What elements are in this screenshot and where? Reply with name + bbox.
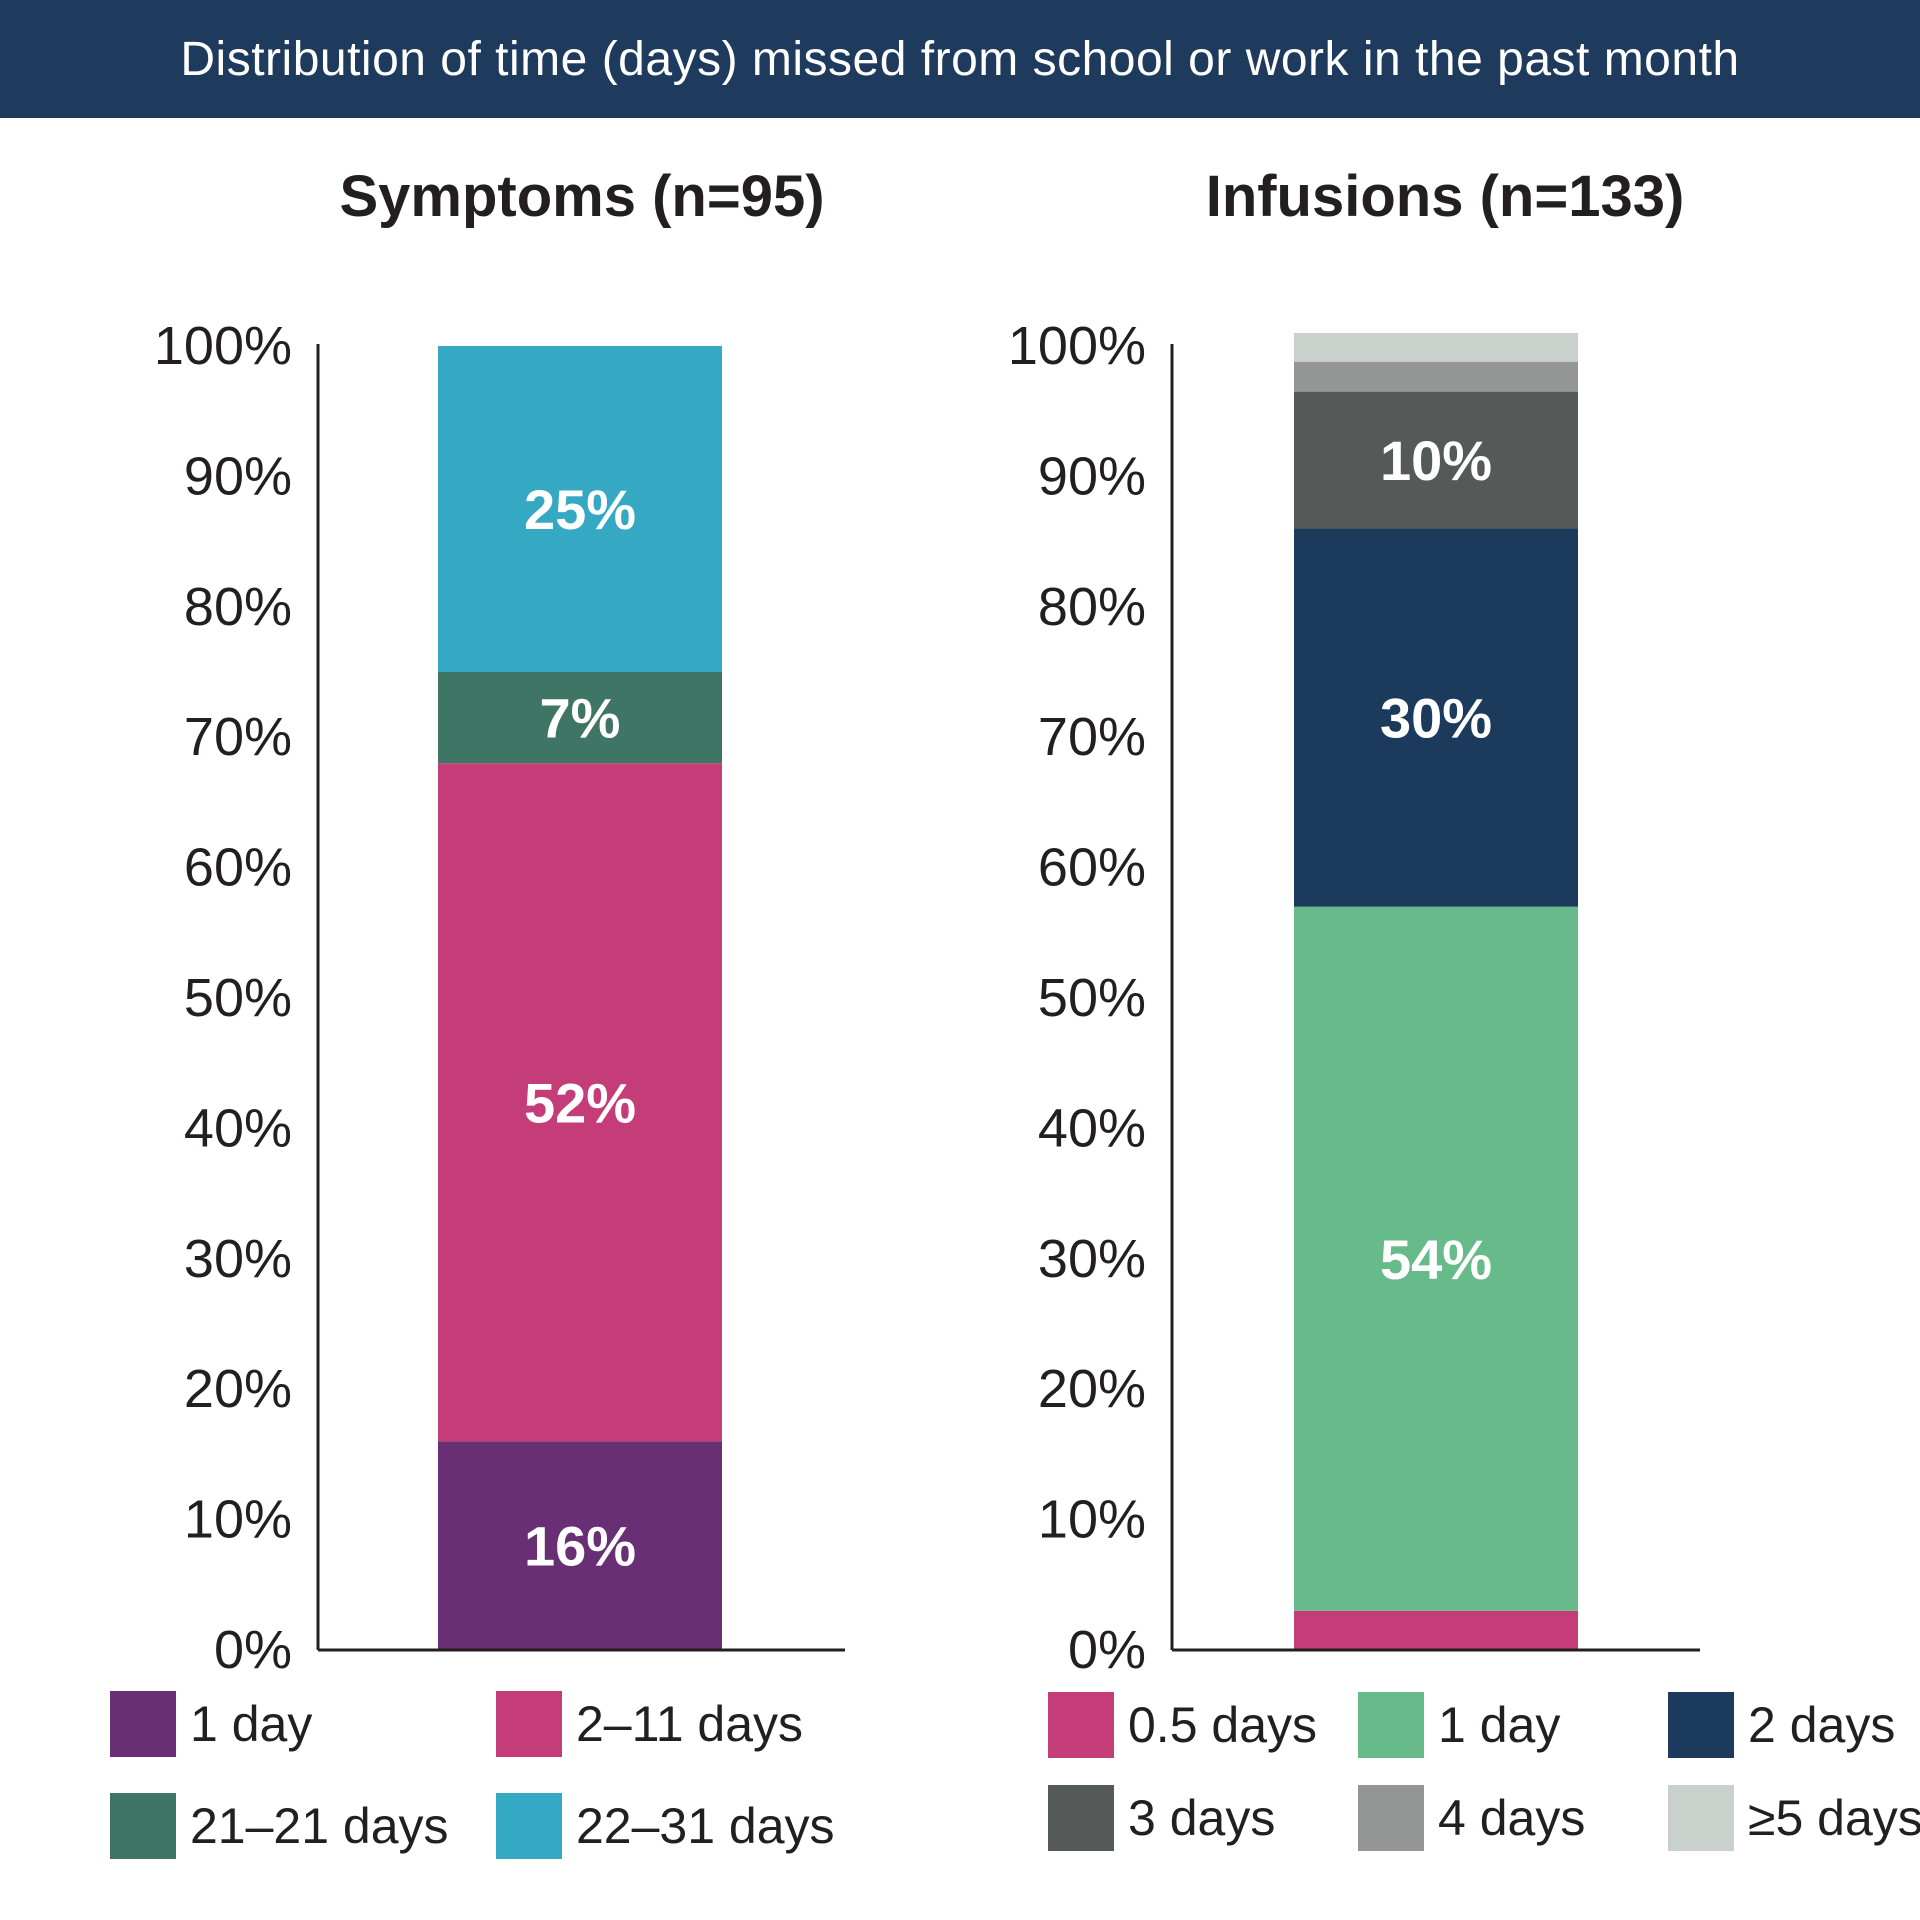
legend-swatch <box>1358 1785 1424 1851</box>
data-label: 54% <box>1380 1228 1492 1291</box>
y-tick-label: 30% <box>1038 1229 1146 1289</box>
bar-segment <box>438 346 722 672</box>
y-tick-label: 0% <box>1068 1620 1146 1680</box>
y-tick-label: 20% <box>184 1359 292 1419</box>
bar-segment <box>1294 1610 1578 1650</box>
y-tick-label: 100% <box>154 316 292 376</box>
y-tick-label: 0% <box>214 1620 292 1680</box>
bar-segment <box>438 763 722 1442</box>
legend-swatch <box>496 1691 562 1757</box>
bar-segment <box>1294 391 1578 529</box>
y-tick-label: 80% <box>1038 577 1146 637</box>
data-label: 10% <box>1380 429 1492 492</box>
legend-swatch <box>110 1793 176 1859</box>
legend-label: 0.5 days <box>1128 1697 1317 1753</box>
bar-segment <box>1294 906 1578 1611</box>
legend-swatch <box>1048 1692 1114 1758</box>
chart-header: Distribution of time (days) missed from … <box>0 0 1920 118</box>
data-label: 16% <box>524 1515 636 1578</box>
legend-swatch <box>1668 1785 1734 1851</box>
legend-swatch <box>110 1691 176 1757</box>
y-tick-label: 50% <box>184 968 292 1028</box>
y-tick-label: 70% <box>184 707 292 767</box>
legend-label: 3 days <box>1128 1790 1275 1846</box>
bar-segment <box>1294 361 1578 392</box>
legend-label: ≥5 days <box>1748 1790 1920 1846</box>
legend-swatch <box>1048 1785 1114 1851</box>
y-tick-label: 40% <box>184 1098 292 1158</box>
bar-segment <box>438 672 722 764</box>
y-tick-label: 90% <box>184 446 292 506</box>
legend-label: 2–11 days <box>576 1696 803 1752</box>
y-tick-label: 60% <box>184 838 292 898</box>
legend-swatch <box>496 1793 562 1859</box>
legend-label: 21–21 days <box>190 1798 449 1854</box>
y-tick-label: 60% <box>1038 838 1146 898</box>
legend-swatch <box>1358 1692 1424 1758</box>
legend-label: 1 day <box>1438 1697 1560 1753</box>
y-tick-label: 90% <box>1038 446 1146 506</box>
y-tick-label: 20% <box>1038 1359 1146 1419</box>
y-tick-label: 30% <box>184 1229 292 1289</box>
bar-segment <box>1294 528 1578 907</box>
chart-main-title: Distribution of time (days) missed from … <box>180 32 1740 86</box>
data-label: 30% <box>1380 687 1492 750</box>
y-tick-label: 50% <box>1038 968 1146 1028</box>
legend-label: 22–31 days <box>576 1798 835 1854</box>
data-label: 25% <box>524 478 636 541</box>
legend-label: 4 days <box>1438 1790 1585 1846</box>
y-tick-label: 10% <box>184 1490 292 1550</box>
data-label: 52% <box>524 1071 636 1134</box>
legend-label: 2 days <box>1748 1697 1895 1753</box>
y-tick-label: 10% <box>1038 1490 1146 1550</box>
legend-label: 1 day <box>190 1696 312 1752</box>
y-tick-label: 40% <box>1038 1098 1146 1158</box>
bar-segment <box>438 1441 722 1650</box>
y-tick-label: 100% <box>1008 316 1146 376</box>
y-tick-label: 80% <box>184 577 292 637</box>
data-label: 7% <box>540 687 621 750</box>
bar-segment <box>1294 332 1578 362</box>
panel-title: Symptoms (n=95) <box>339 164 824 229</box>
panel-title: Infusions (n=133) <box>1206 164 1685 229</box>
legend-swatch <box>1668 1692 1734 1758</box>
y-tick-label: 70% <box>1038 707 1146 767</box>
